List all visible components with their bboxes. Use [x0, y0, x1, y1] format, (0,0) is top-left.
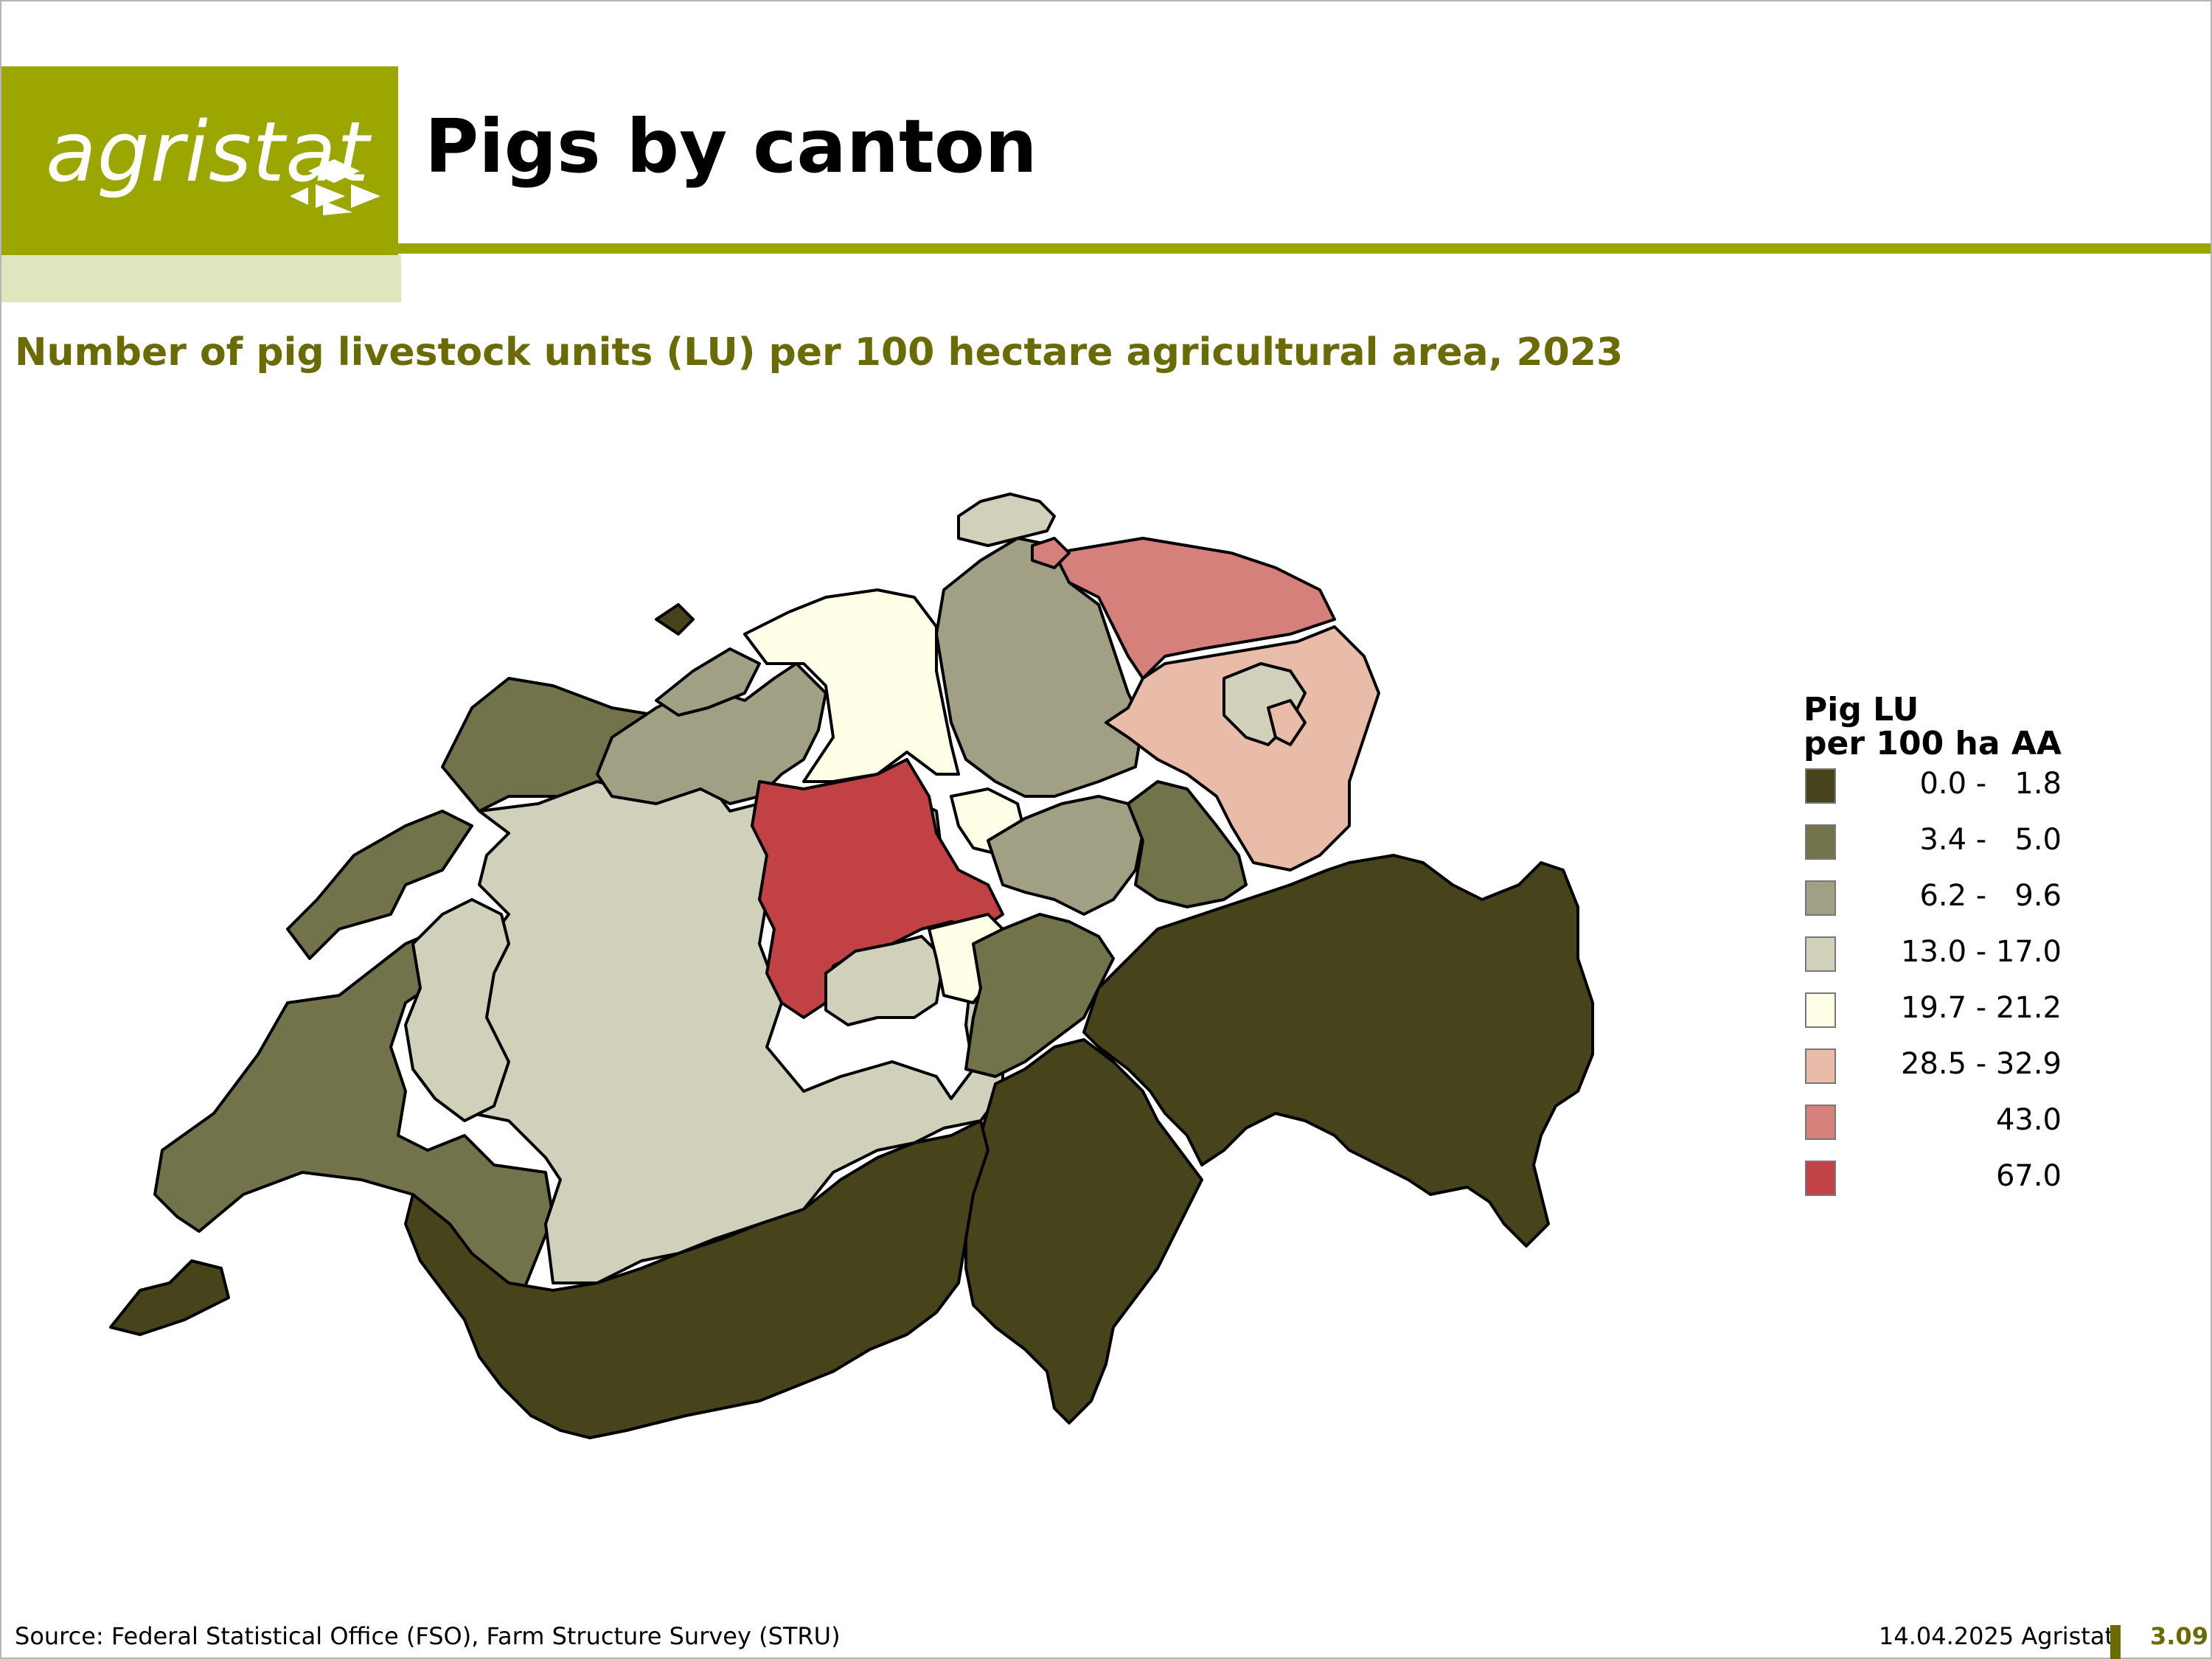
legend-label: 67.0 — [1995, 1159, 2062, 1193]
canton-neuchatel — [286, 810, 473, 960]
canton-ticino — [964, 1038, 1203, 1425]
canton-basel-city — [655, 603, 695, 636]
canton-st-gallen — [1105, 625, 1380, 872]
canton-thurgau — [1053, 537, 1336, 680]
legend-swatch — [1805, 936, 1836, 972]
legend-swatch — [1805, 1161, 1836, 1196]
header-rule — [398, 243, 2211, 254]
legend-swatch — [1805, 824, 1836, 860]
canton-lucerne — [751, 758, 1004, 1019]
legend-label: 0.0 - 1.8 — [1919, 767, 2062, 801]
legend-item: 19.7 - 21.2 — [1804, 985, 2062, 1041]
legend-title-line2: per 100 ha AA — [1804, 725, 2062, 762]
legend-item: 67.0 — [1804, 1153, 2062, 1209]
page-title: Pigs by canton — [425, 103, 1037, 189]
canton-aargau — [743, 588, 960, 783]
legend-label: 28.5 - 32.9 — [1901, 1047, 2062, 1081]
legend-swatch — [1805, 1048, 1836, 1084]
legend-label: 13.0 - 17.0 — [1901, 935, 2062, 969]
map-subtitle: Number of pig livestock units (LU) per 1… — [15, 330, 1624, 375]
agristat-logo: agristat — [46, 105, 370, 201]
legend-item: 28.5 - 32.9 — [1804, 1041, 2062, 1097]
legend-label: 43.0 — [1995, 1103, 2062, 1137]
canton-uri — [964, 913, 1115, 1078]
footer-date: 14.04.2025 Agristat — [1879, 1622, 2115, 1650]
legend-swatch — [1805, 992, 1836, 1028]
legend-item: 43.0 — [1804, 1097, 2062, 1153]
canton-obwalden — [824, 935, 945, 1026]
switzerland-canton-map — [109, 493, 1594, 1439]
legend-swatch — [1805, 768, 1836, 804]
canton-glarus — [1127, 780, 1248, 908]
legend-label: 3.4 - 5.0 — [1919, 823, 2062, 857]
source-note: Source: Federal Statistical Office (FSO)… — [15, 1622, 841, 1650]
canton-vaud — [153, 920, 554, 1307]
legend-item: 6.2 - 9.6 — [1804, 873, 2062, 929]
canton-graubuenden — [1082, 854, 1594, 1248]
legend-item: 0.0 - 1.8 — [1804, 761, 2062, 817]
legend-label: 19.7 - 21.2 — [1901, 991, 2062, 1025]
canton-schaffhausen — [957, 493, 1056, 547]
legend-item: 13.0 - 17.0 — [1804, 929, 2062, 985]
canton-fribourg — [404, 898, 510, 1122]
canton-valais — [404, 1119, 990, 1439]
logo-mark-icon — [290, 159, 380, 215]
legend-title-line1: Pig LU — [1804, 691, 1919, 728]
legend-label: 6.2 - 9.6 — [1919, 879, 2062, 913]
canton-appenzell-ir — [1267, 699, 1307, 746]
canton-schwyz — [987, 795, 1144, 916]
page-number: 3.09 — [2150, 1622, 2208, 1650]
map-legend: Pig LU per 100 ha AA 0.0 - 1.8 3.4 - 5.0… — [1804, 693, 2062, 1209]
canton-basel-land — [655, 647, 761, 717]
footer-page-bar — [2110, 1625, 2121, 1659]
legend-swatch — [1805, 880, 1836, 916]
logo-tab — [1, 255, 401, 302]
legend-item: 3.4 - 5.0 — [1804, 817, 2062, 873]
canton-thurgau-west — [1031, 537, 1071, 569]
legend-swatch — [1805, 1105, 1836, 1140]
canton-geneva — [109, 1259, 230, 1336]
